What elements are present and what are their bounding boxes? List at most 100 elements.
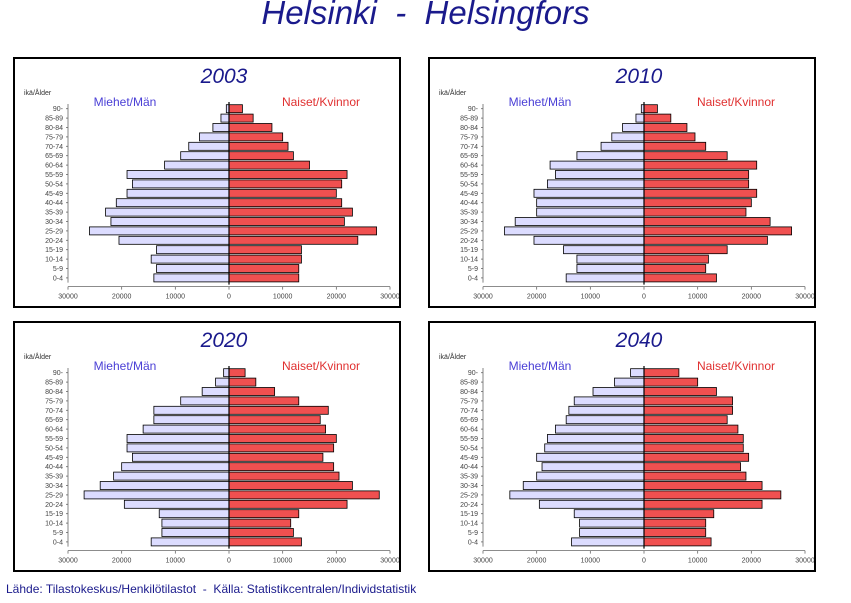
age-tick-label: 50-54 — [460, 445, 478, 452]
pyramid-chart: 2040 ikä/Ålder Miehet/Män Naiset/Kvinnor 0-4… — [439, 329, 814, 565]
men-bar — [573, 509, 645, 519]
chart-title: 2010 — [615, 65, 663, 88]
age-tick-label: 75-79 — [460, 134, 478, 141]
men-bar — [504, 226, 645, 236]
age-tick-label: 40-44 — [45, 464, 63, 471]
pyramid-chart: 2020 ikä/Ålder Miehet/Män Naiset/Kvinnor 0-4… — [24, 329, 399, 565]
chart-title: 2003 — [200, 65, 248, 88]
women-bar — [228, 179, 343, 189]
age-tick-label: 65-69 — [45, 153, 63, 160]
age-tick-label: 80-84 — [45, 125, 63, 132]
age-tick-label: 25-29 — [45, 492, 63, 499]
men-bar — [536, 207, 645, 217]
women-bar — [643, 368, 680, 378]
men-bar — [622, 123, 645, 132]
men-bar — [115, 198, 230, 208]
men-bar — [126, 434, 230, 443]
women-bar — [228, 226, 377, 236]
women-bar — [228, 235, 359, 245]
age-tick-label: 90- — [468, 106, 479, 113]
men-bar — [568, 405, 645, 415]
chart-panel-2: 2010 ikä/Ålder Miehet/Män Naiset/Kvinnor 0-4… — [428, 57, 816, 308]
men-bar — [547, 434, 645, 443]
men-bar — [576, 151, 645, 161]
x-tick-label: 20000 — [527, 558, 547, 565]
women-bar — [643, 226, 792, 236]
women-bar — [228, 481, 353, 490]
men-bar — [215, 377, 230, 387]
women-series-label: Naiset/Kvinnor — [697, 95, 775, 109]
women-bar — [643, 424, 739, 434]
men-bar — [142, 424, 230, 434]
men-series-label: Miehet/Män — [509, 95, 572, 109]
women-bar — [228, 528, 294, 537]
x-tick-label: 30000 — [58, 294, 78, 301]
women-bar — [228, 462, 335, 472]
men-bar — [132, 179, 230, 189]
age-tick-label: 45-49 — [45, 191, 63, 198]
women-series-label: Naiset/Kvinnor — [697, 359, 775, 373]
age-tick-label: 70-74 — [460, 408, 478, 415]
women-bar — [643, 235, 768, 245]
women-bar — [643, 132, 696, 142]
men-bar — [547, 179, 645, 189]
age-tick-label: 10-14 — [460, 521, 478, 528]
women-bar — [643, 452, 750, 462]
women-bar — [228, 443, 335, 453]
men-bar — [180, 151, 230, 161]
pyramid-chart: 2010 ikä/Ålder Miehet/Män Naiset/Kvinnor 0-4… — [439, 65, 814, 301]
women-bar — [643, 179, 750, 189]
age-tick-label: 65-69 — [460, 417, 478, 424]
age-tick-label: 70-74 — [45, 144, 63, 151]
women-bar — [228, 396, 300, 406]
x-tick-label: 0 — [642, 294, 646, 301]
x-tick-label: 20000 — [742, 294, 762, 301]
age-tick-label: 60-64 — [460, 427, 478, 434]
chart-title: 2040 — [615, 329, 663, 352]
men-bar — [180, 396, 230, 406]
men-bar — [153, 415, 230, 425]
women-bar — [643, 405, 733, 415]
men-bar — [536, 452, 645, 462]
men-bar — [150, 254, 230, 264]
women-bar — [643, 188, 758, 198]
men-series-label: Miehet/Män — [509, 359, 572, 373]
men-bar — [592, 387, 645, 396]
women-bar — [643, 415, 728, 425]
men-bar — [220, 113, 230, 123]
age-tick-label: 80-84 — [460, 389, 478, 396]
x-tick-label: 0 — [642, 558, 646, 565]
x-tick-label: 30000 — [380, 294, 399, 301]
age-tick-label: 10-14 — [45, 521, 63, 528]
women-bar — [228, 160, 310, 170]
age-tick-label: 70-74 — [45, 408, 63, 415]
women-bar — [643, 490, 782, 500]
men-bar — [83, 490, 230, 500]
chart-title: 2020 — [200, 329, 248, 352]
men-bar — [538, 499, 645, 509]
men-bar — [576, 254, 645, 264]
women-bar — [643, 123, 688, 132]
age-tick-label: 15-19 — [45, 247, 63, 254]
x-tick-label: 30000 — [58, 558, 78, 565]
age-tick-label: 85-89 — [460, 380, 478, 387]
age-tick-label: 85-89 — [460, 116, 478, 123]
x-tick-label: 20000 — [742, 558, 762, 565]
men-bar — [579, 518, 645, 528]
age-tick-label: 60-64 — [460, 163, 478, 170]
age-tick-label: 20-24 — [45, 238, 63, 245]
age-tick-label: 80-84 — [460, 125, 478, 132]
age-tick-label: 20-24 — [460, 502, 478, 509]
women-bar — [228, 273, 300, 283]
age-tick-label: 75-79 — [460, 398, 478, 405]
men-bar — [126, 188, 230, 198]
age-tick-label: 20-24 — [45, 502, 63, 509]
age-tick-label: 10-14 — [460, 257, 478, 264]
x-tick-label: 10000 — [166, 558, 186, 565]
age-tick-label: 60-64 — [45, 427, 63, 434]
age-tick-label: 55-59 — [460, 172, 478, 179]
women-bar — [228, 490, 380, 500]
men-bar — [150, 537, 230, 547]
source-note: Lähde: Tilastokeskus/Henkilötilastot - K… — [6, 582, 417, 596]
men-bar — [579, 528, 645, 537]
